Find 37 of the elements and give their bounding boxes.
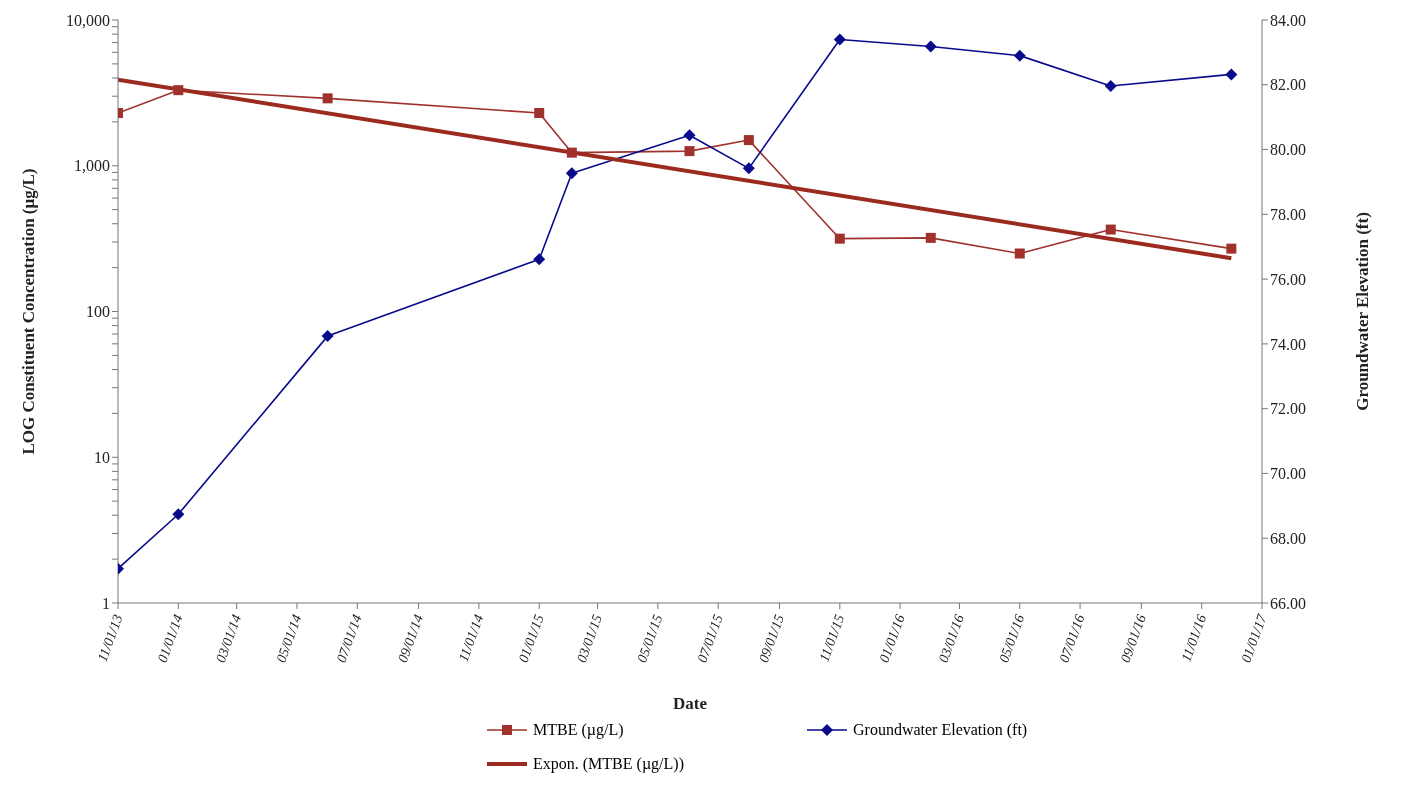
y-tick-label: 1 <box>102 594 110 612</box>
y2-axis-title: Groundwater Elevation (ft) <box>1353 212 1373 411</box>
point <box>743 135 754 146</box>
y2-tick-label: 68.00 <box>1270 529 1306 547</box>
y-tick-label: 1,000 <box>74 157 110 175</box>
point <box>925 232 936 243</box>
legend-label: Groundwater Elevation (ft) <box>853 721 1028 739</box>
x-tick-label: 03/01/15 <box>573 612 606 665</box>
y2-tick-label: 78.00 <box>1270 206 1306 224</box>
y-tick-label: 100 <box>86 303 110 321</box>
point <box>173 85 184 96</box>
y-axis-title: LOG Constituent Concentration (µg/L) <box>19 168 39 455</box>
point <box>1014 248 1025 259</box>
y2-tick-label: 72.00 <box>1270 400 1306 418</box>
point <box>534 108 545 119</box>
x-tick-label: 01/01/17 <box>1238 611 1270 665</box>
y2-tick-label: 66.00 <box>1270 594 1306 612</box>
point <box>566 147 577 158</box>
x-tick-label: 09/01/15 <box>755 612 787 665</box>
y2-tick-label: 76.00 <box>1270 270 1306 288</box>
point <box>684 146 695 157</box>
y-tick-label: 10 <box>94 448 110 466</box>
point <box>1226 243 1237 254</box>
y2-tick-label: 74.00 <box>1270 335 1306 353</box>
y2-tick-label: 82.00 <box>1270 76 1306 94</box>
point <box>1105 224 1116 235</box>
x-axis-title: Date <box>673 694 708 713</box>
y2-tick-label: 80.00 <box>1270 141 1306 159</box>
x-tick-label: 11/01/13 <box>94 612 126 664</box>
x-tick-label: 11/01/14 <box>455 612 487 664</box>
point <box>834 233 845 244</box>
y2-tick-label: 84.00 <box>1270 11 1306 29</box>
y2-tick-label: 70.00 <box>1270 465 1306 483</box>
point <box>322 93 333 104</box>
y-tick-label: 10,000 <box>66 11 110 29</box>
legend-label: MTBE (µg/L) <box>533 721 624 739</box>
legend-label: Expon. (MTBE (µg/L)) <box>533 755 684 773</box>
